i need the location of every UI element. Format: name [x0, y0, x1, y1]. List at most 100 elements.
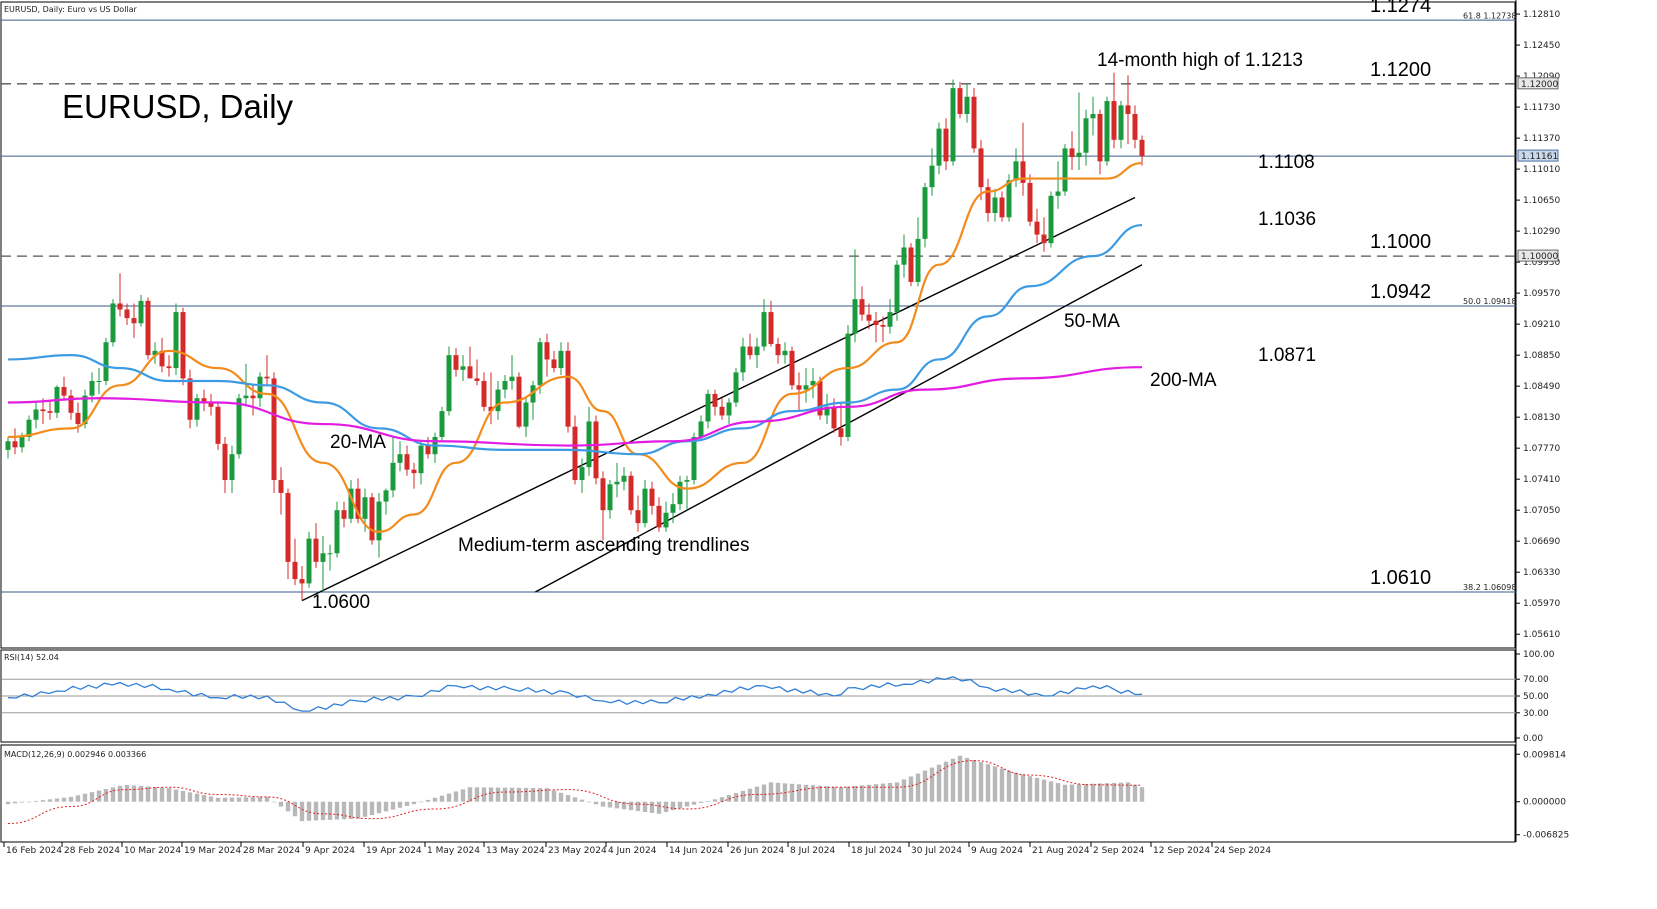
price-tick-label: 1.11370: [1523, 134, 1560, 144]
macd-histogram-bar: [383, 801, 389, 812]
bearish-candle: [40, 409, 46, 412]
macd-histogram-bar: [397, 801, 403, 808]
bullish-candle: [558, 350, 564, 369]
bullish-candle: [915, 238, 921, 282]
bearish-candle: [866, 314, 872, 321]
macd-signal-line: [7, 760, 1143, 824]
bearish-candle: [572, 426, 578, 481]
macd-histogram-bar: [810, 785, 816, 802]
bullish-candle: [257, 376, 263, 399]
macd-histogram-bar: [936, 764, 942, 802]
bearish-candle: [635, 510, 641, 524]
level-price-tag: [1517, 249, 1559, 262]
macd-histogram-bar: [1097, 783, 1103, 802]
macd-histogram-bar: [901, 779, 907, 802]
time-tick-label: 19 Mar 2024: [184, 846, 241, 856]
fib-level-label: 50.0 1.09418: [1463, 297, 1516, 306]
level-label: 1.1200: [1370, 59, 1431, 81]
bearish-candle: [131, 318, 137, 324]
macd-histogram-bar: [166, 788, 172, 802]
bearish-candle: [957, 88, 963, 114]
bearish-candle: [943, 128, 949, 162]
macd-histogram-bar: [495, 787, 501, 802]
time-tick-label: 13 May 2024: [486, 846, 545, 856]
macd-histogram-bar: [208, 796, 214, 802]
bearish-candle: [565, 350, 571, 427]
bearish-candle: [12, 441, 18, 448]
bullish-candle: [754, 346, 760, 356]
bearish-candle: [313, 538, 319, 562]
bearish-candle: [1139, 139, 1145, 157]
macd-histogram-bar: [579, 799, 585, 802]
bullish-candle: [824, 406, 830, 416]
macd-histogram-bar: [271, 801, 277, 803]
bearish-candle: [404, 454, 410, 470]
macd-histogram-bar: [488, 787, 494, 802]
macd-histogram-bar: [621, 801, 627, 810]
time-tick-label: 16 Feb 2024: [6, 846, 62, 856]
bullish-candle: [229, 454, 235, 481]
bearish-candle: [831, 406, 837, 429]
macd-histogram-bar: [1090, 783, 1096, 802]
macd-histogram-bar: [845, 786, 851, 802]
bearish-candle: [145, 300, 151, 356]
macd-histogram-bar: [418, 801, 424, 803]
macd-histogram-bar: [593, 801, 599, 805]
bullish-candle: [677, 481, 683, 505]
macd-tick-label: -0.006825: [1523, 831, 1569, 841]
bullish-candle: [894, 264, 900, 313]
macd-histogram-bar: [880, 783, 886, 802]
price-tick-label: 1.12450: [1523, 41, 1560, 51]
bearish-candle: [712, 393, 718, 407]
macd-histogram-bar: [1055, 783, 1061, 802]
time-tick-label: 8 Jul 2024: [790, 846, 835, 856]
time-tick-label: 26 Jun 2024: [730, 846, 784, 856]
macd-histogram-bar: [131, 785, 137, 802]
bullish-candle: [663, 512, 669, 528]
macd-histogram-bar: [215, 797, 221, 802]
bearish-candle: [971, 96, 977, 149]
macd-histogram-bar: [817, 785, 823, 802]
macd-tick-label: 0.009814: [1523, 750, 1566, 760]
bearish-candle: [355, 488, 361, 519]
macd-histogram-bar: [908, 776, 914, 802]
bearish-candle: [61, 387, 67, 396]
bearish-candle: [180, 312, 186, 379]
macd-histogram-bar: [663, 801, 669, 813]
macd-histogram-bar: [103, 788, 109, 802]
bullish-candle: [173, 312, 179, 369]
bearish-candle: [425, 445, 431, 455]
rsi-tick-label: 70.00: [1523, 675, 1549, 685]
time-tick-label: 28 Feb 2024: [64, 846, 120, 856]
macd-histogram-bar: [957, 755, 963, 802]
macd-histogram-bar: [138, 786, 144, 802]
annotation-label: 1.0600: [312, 592, 370, 613]
macd-histogram-bar: [320, 801, 326, 821]
annotations: 14-month high of 1.1213 1.1108 1.1036 1.087…: [312, 50, 1316, 613]
macd-histogram-bar: [159, 787, 165, 802]
bullish-candle: [306, 538, 312, 584]
bullish-candle: [901, 247, 907, 265]
candles[interactable]: [5, 72, 1145, 601]
bearish-candle: [544, 342, 550, 360]
rsi-panel: 100.00 70.00 50.00 30.00 0.00 RSI(14) 52.04: [2, 650, 1555, 744]
bullish-candle: [194, 398, 200, 420]
fib-level-label: 38.2 1.06098: [1463, 583, 1516, 592]
macd-histogram-bar: [1013, 772, 1019, 802]
bearish-candle: [516, 376, 522, 427]
bearish-candle: [1111, 101, 1117, 140]
bullish-candle: [1083, 118, 1089, 153]
macd-histogram-bar: [292, 801, 298, 817]
bearish-candle: [271, 378, 277, 481]
macd-histogram-bar: [537, 788, 543, 802]
bearish-candle: [1069, 148, 1075, 158]
price-tick-label: 1.07410: [1523, 475, 1560, 485]
rsi-tick-label: 0.00: [1523, 734, 1543, 744]
macd-histogram-bar: [173, 789, 179, 802]
macd-histogram-bar: [152, 787, 158, 802]
macd-histogram-bar: [278, 801, 284, 807]
bullish-candle: [887, 312, 893, 327]
bearish-candle: [838, 428, 844, 437]
bearish-candle: [768, 312, 774, 344]
macd-histogram-bar: [747, 788, 753, 802]
